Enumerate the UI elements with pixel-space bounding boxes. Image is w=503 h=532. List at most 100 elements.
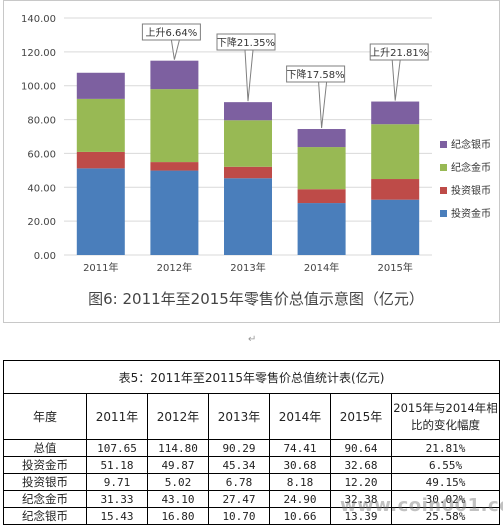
x-tick-label: 2014年	[304, 261, 339, 274]
table-cell: 10.66	[269, 507, 331, 525]
table-cell: 43.10	[147, 490, 209, 508]
table-cell: 32.68	[330, 456, 392, 474]
y-tick-label: 100.00	[21, 82, 56, 93]
paragraph-mark: ↵	[248, 334, 257, 345]
callout-pointer	[170, 39, 180, 60]
table-cell: 27.47	[208, 490, 270, 508]
callout-box	[141, 23, 201, 41]
callout-label: 上升21.81%	[370, 47, 428, 59]
column-header: 2013年	[208, 393, 270, 440]
bar-segment	[76, 168, 125, 255]
legend-swatch	[440, 210, 447, 217]
table-cell: 49.15%	[390, 473, 501, 491]
callout-box	[369, 43, 429, 61]
table-title: 表5：2011年至20115年零售价总值统计表(亿元)	[2, 360, 501, 394]
table-cell: 6.55%	[390, 456, 501, 474]
bar-segment	[150, 89, 199, 163]
callout-pointer	[244, 49, 254, 102]
table-cell: 30.68	[269, 456, 331, 474]
watermark: www.coin001.com	[340, 495, 503, 516]
bar-segment	[150, 60, 199, 90]
callout-label: 下降17.58%	[287, 68, 345, 81]
legend-label: 纪念银币	[451, 138, 491, 151]
table-cell: 107.65	[86, 439, 148, 457]
bar-segment	[371, 124, 420, 180]
bar-segment	[76, 72, 125, 99]
bar-segment	[224, 120, 272, 167]
table-row: 投资金币 51.18 49.87 45.34 30.68 32.68 6.55%	[3, 456, 501, 474]
x-tick-label: 2011年	[83, 261, 118, 274]
table-cell: 16.80	[147, 507, 209, 525]
table-cell: 13.39	[330, 507, 392, 525]
table-cell: 10.70	[208, 507, 270, 525]
bar-segment	[297, 129, 346, 148]
callout-label: 上升6.64%	[146, 27, 198, 39]
table-cell: 15.43	[86, 507, 148, 525]
legend-label: 投资金币	[451, 207, 491, 220]
column-header: 2011年	[86, 393, 148, 440]
table-cell: 90.64	[330, 439, 392, 457]
table-row: 投资银币 9.71 5.02 6.78 8.18 12.20 49.15%	[3, 473, 501, 491]
column-header: 2012年	[147, 393, 209, 440]
table-cell: 5.02	[147, 473, 209, 491]
x-tick-label: 2012年	[157, 261, 192, 274]
table-cell: 51.18	[86, 456, 148, 474]
bar-segment	[224, 166, 272, 179]
column-header: 年度	[3, 393, 87, 440]
chart-panel: 0.00 20.00 40.00 60.00 80.00 100.00 120.00 140.…	[3, 0, 500, 323]
y-tick-label: 40.00	[27, 183, 56, 194]
callout-box	[286, 65, 346, 83]
bar-segment	[371, 199, 420, 255]
table-row: 纪念银币 15.43 16.80 10.70 10.66 13.39 25.58%	[3, 507, 501, 525]
table-cell: 114.80	[147, 439, 209, 457]
row-label: 投资金币	[3, 456, 87, 474]
row-label: 投资银币	[3, 473, 87, 491]
statistics-table: 表5：2011年至20115年零售价总值统计表(亿元) 年度 2011年 2012年…	[2, 360, 501, 525]
legend-swatch	[440, 187, 447, 194]
callout-label: 下降21.35%	[217, 36, 275, 49]
bar-segment	[371, 101, 420, 125]
table-row: 总值 107.65 114.80 90.29 74.41 90.64 21.81%	[3, 439, 501, 457]
bar-segment	[224, 178, 272, 255]
bar-segment	[297, 147, 346, 190]
bar-segment	[150, 170, 199, 255]
table-cell: 25.58%	[390, 507, 501, 525]
x-tick-label: 2013年	[230, 261, 265, 274]
table-cell: 9.71	[86, 473, 148, 491]
table-cell: 32.38	[330, 490, 392, 508]
table-cell: 45.34	[208, 456, 270, 474]
y-tick-label: 0.00	[34, 251, 56, 262]
y-tick-label: 60.00	[27, 149, 56, 160]
table-cell: 74.41	[269, 439, 331, 457]
row-label: 纪念银币	[3, 507, 87, 525]
y-tick-label: 20.00	[27, 217, 56, 228]
chart-caption: 图6: 2011年至2015年零售价总值示意图（亿元）	[88, 290, 424, 308]
table-cell: 90.29	[208, 439, 270, 457]
bar-segment	[297, 203, 346, 255]
table-cell: 31.33	[86, 490, 148, 508]
table-cell: 6.78	[208, 473, 270, 491]
legend-swatch	[440, 141, 447, 148]
callout-box	[216, 33, 276, 51]
column-header: 2015年与2014年相比的变化幅度	[390, 393, 501, 440]
table-cell: 12.20	[330, 473, 392, 491]
bar-segment	[76, 98, 125, 152]
bar-segment	[224, 102, 272, 121]
stacked-bar-chart: 0.00 20.00 40.00 60.00 80.00 100.00 120.00 140.…	[21, 14, 491, 274]
table-cell: 49.87	[147, 456, 209, 474]
x-tick-label: 2015年	[377, 261, 412, 274]
table-cell: 21.81%	[390, 439, 501, 457]
table-header-row: 年度 2011年 2012年 2013年 2014年 2015年 2015年与2014年相比…	[3, 393, 501, 440]
table-cell: 8.18	[269, 473, 331, 491]
table-cell: 24.90	[269, 490, 331, 508]
legend-swatch	[440, 164, 447, 171]
legend-label: 纪念金币	[451, 161, 491, 174]
callout-pointer	[318, 81, 328, 129]
bar-segment	[371, 179, 420, 200]
y-tick-label: 80.00	[27, 116, 56, 127]
y-tick-label: 120.00	[21, 48, 56, 59]
row-label: 总值	[3, 439, 87, 457]
column-header: 2015年	[330, 393, 392, 440]
y-tick-label: 140.00	[21, 14, 56, 25]
bar-segment	[150, 162, 199, 171]
